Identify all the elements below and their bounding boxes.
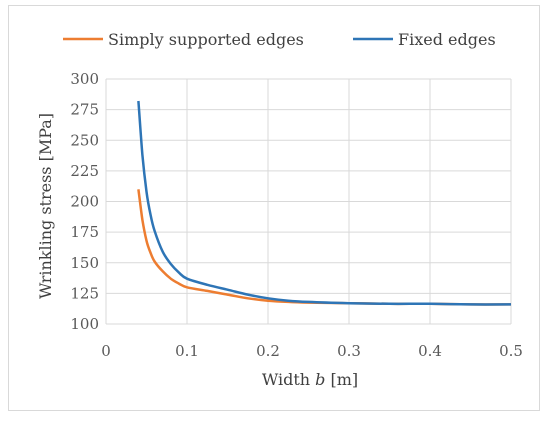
y-tick-label: 100 (70, 315, 99, 333)
y-tick-label: 250 (70, 131, 99, 149)
x-tick-label: 0.2 (256, 342, 280, 360)
y-tick-label: 200 (70, 193, 99, 211)
series-line-fixed (137, 100, 512, 306)
y-tick-label: 300 (70, 70, 99, 88)
y-tick-label: 125 (70, 284, 99, 302)
x-tick-label: 0.1 (175, 342, 199, 360)
y-tick-labels: 100 125 150 175 200 225 250 275 300 (70, 70, 99, 333)
chart-frame: 100 125 150 175 200 225 250 275 300 0 0.1 0.2 0.3 0.… (8, 5, 540, 411)
x-tick-label: 0.5 (499, 342, 523, 360)
legend-label-fixed: Fixed edges (398, 30, 496, 49)
y-tick-label: 175 (70, 223, 99, 241)
legend-label-simply-supported: Simply supported edges (108, 30, 304, 49)
y-tick-label: 275 (70, 101, 99, 119)
x-tick-label: 0 (101, 342, 111, 360)
grid-lines (105, 78, 512, 325)
y-tick-label: 225 (70, 162, 99, 180)
x-tick-labels: 0 0.1 0.2 0.3 0.4 0.5 (101, 342, 523, 360)
y-axis-title: Wrinkling stress [MPa] (36, 113, 55, 299)
legend: Simply supported edges Fixed edges (63, 30, 496, 49)
series-lines (137, 100, 512, 306)
x-tick-label: 0.3 (337, 342, 361, 360)
x-tick-label: 0.4 (418, 342, 442, 360)
y-tick-label: 150 (70, 254, 99, 272)
line-chart: 100 125 150 175 200 225 250 275 300 0 0.1 0.2 0.3 0.… (36, 30, 523, 389)
series-line-simply-supported (137, 189, 512, 306)
x-axis-title: Width b [m] (262, 370, 358, 389)
